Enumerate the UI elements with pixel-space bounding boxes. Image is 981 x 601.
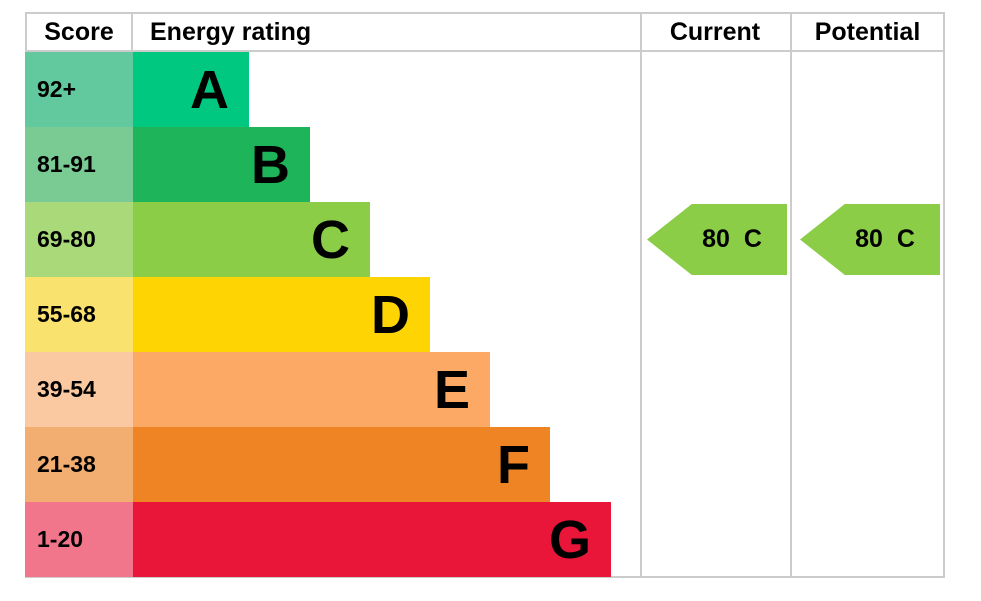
rating-table: Score Energy rating Current Potential 80… xyxy=(25,12,945,578)
header-score: Score xyxy=(25,14,133,50)
band-f-bar: F xyxy=(133,427,550,502)
header-energy-rating: Energy rating xyxy=(150,17,312,46)
band-a-grade-letter: A xyxy=(190,59,229,120)
band-e-score-cell: 39-54 xyxy=(25,352,133,427)
band-b-bar: B xyxy=(133,127,310,202)
band-row-f: 21-38 F xyxy=(25,427,945,502)
potential-rating-grade: C xyxy=(896,225,915,253)
header-current: Current xyxy=(669,17,761,46)
current-rating-grade: C xyxy=(743,225,762,253)
band-c-score-cell: 69-80 xyxy=(25,202,133,277)
band-e-grade-letter: E xyxy=(433,359,470,420)
band-row-b: 81-91 B xyxy=(25,127,945,202)
band-f-score-label: 21-38 xyxy=(37,451,96,477)
band-g-score-cell: 1-20 xyxy=(25,502,133,577)
band-g-bar: G xyxy=(133,502,611,577)
band-d-score-label: 55-68 xyxy=(37,301,96,327)
band-a-bar: A xyxy=(133,52,249,127)
header-potential: Potential xyxy=(814,17,921,46)
band-c-bar: C xyxy=(133,202,370,277)
rating-bands: 92+ A 81-91 B 69-80 C xyxy=(25,52,945,577)
band-row-g: 1-20 G xyxy=(25,502,945,577)
band-c-grade-letter: C xyxy=(311,209,350,270)
band-c-score-label: 69-80 xyxy=(37,226,96,252)
band-d-grade-letter: D xyxy=(371,284,410,345)
band-g-score-label: 1-20 xyxy=(37,526,84,552)
band-e-bar: E xyxy=(133,352,490,427)
band-b-grade-letter: B xyxy=(251,134,290,195)
current-column: 80 C xyxy=(640,14,790,576)
band-row-e: 39-54 E xyxy=(25,352,945,427)
band-f-grade-letter: F xyxy=(497,434,530,495)
current-rating-value: 80 xyxy=(702,225,730,253)
potential-column: 80 C xyxy=(790,14,945,576)
band-f-score-cell: 21-38 xyxy=(25,427,133,502)
band-d-score-cell: 55-68 xyxy=(25,277,133,352)
band-row-c: 69-80 C xyxy=(25,202,945,277)
potential-rating-value: 80 xyxy=(855,225,883,253)
band-a-score-cell: 92+ xyxy=(25,52,133,127)
band-row-d: 55-68 D xyxy=(25,277,945,352)
band-g-grade-letter: G xyxy=(548,509,591,570)
band-b-score-cell: 81-91 xyxy=(25,127,133,202)
band-e-score-label: 39-54 xyxy=(37,376,96,402)
band-d-bar: D xyxy=(133,277,430,352)
band-b-score-label: 81-91 xyxy=(37,151,96,177)
table-header: Score Energy rating Current Potential xyxy=(25,14,945,52)
band-row-a: 92+ A xyxy=(25,52,945,127)
band-a-score-label: 92+ xyxy=(37,76,77,102)
